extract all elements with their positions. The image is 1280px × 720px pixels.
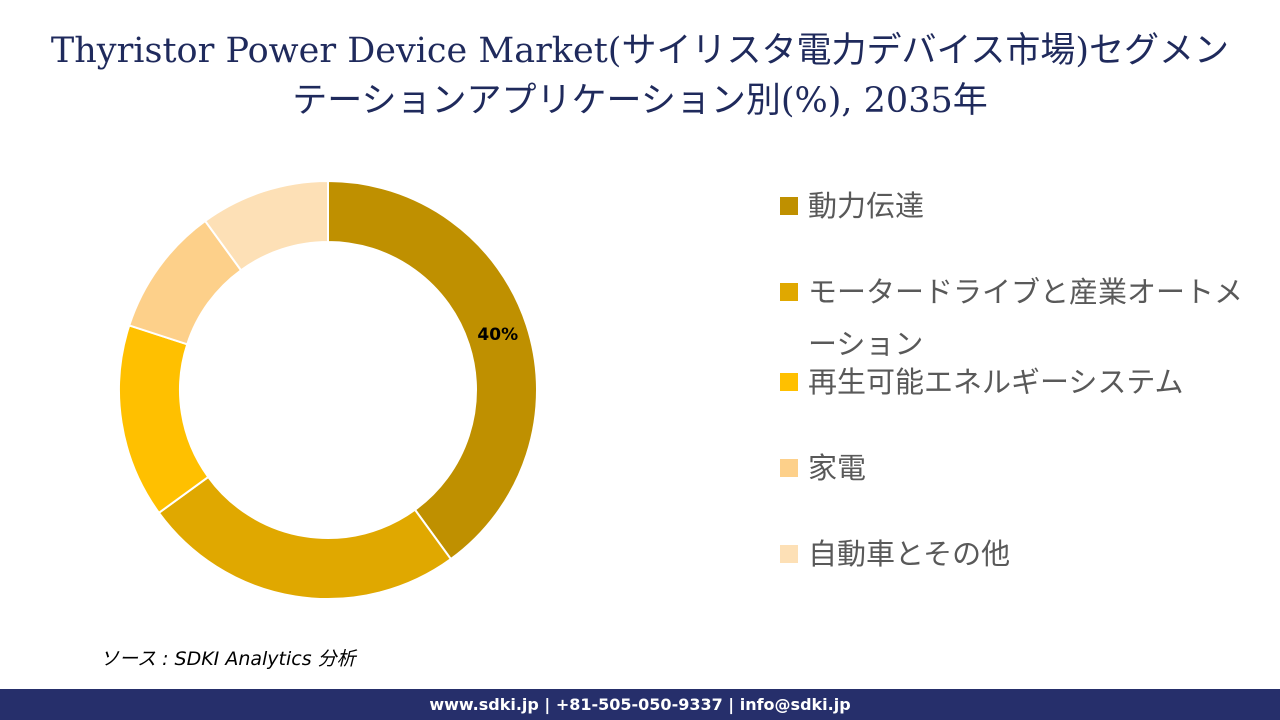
chart-title-line-1: Thyristor Power Device Market(サイリスタ電力デバイ… (50, 31, 1230, 71)
legend-label-automotive-other: 自動車とその他 (808, 537, 1011, 571)
chart-legend: 動力伝達 モータードライブと産業オートメーション 再生可能エネルギーシステム 家… (780, 180, 1270, 614)
legend-item-power-transmission: 動力伝達 (780, 180, 1270, 232)
legend-item-consumer-electronics: 家電 (780, 442, 1270, 494)
chart-title-line-2: テーションアプリケーション別(%), 2035年 (292, 81, 988, 121)
legend-swatch-motor-drives (780, 283, 798, 301)
donut-slice-renewable-energy (118, 324, 210, 515)
chart-title: Thyristor Power Device Market(サイリスタ電力デバイ… (40, 26, 1240, 126)
donut-slice-motor-drives (157, 475, 453, 600)
legend-label-motor-drives: モータードライブと産業オートメーション (808, 275, 1244, 361)
legend-item-automotive-other: 自動車とその他 (780, 528, 1270, 580)
legend-label-power-transmission: 動力伝達 (808, 189, 925, 223)
donut-slice-power-transmission (327, 179, 538, 561)
legend-label-renewable-energy: 再生可能エネルギーシステム (808, 365, 1184, 399)
legend-swatch-consumer-electronics (780, 459, 798, 477)
legend-swatch-renewable-energy (780, 373, 798, 391)
footer-contact-bar: www.sdki.jp | +81-505-050-9337 | info@sd… (0, 689, 1280, 720)
source-note: ソース : SDKI Analytics 分析 (100, 648, 356, 670)
legend-swatch-automotive-other (780, 545, 798, 563)
donut-slice-automotive-other (203, 179, 329, 272)
donut-chart: 40% (118, 179, 538, 600)
legend-item-motor-drives: モータードライブと産業オートメーション (780, 266, 1270, 370)
legend-label-consumer-electronics: 家電 (808, 451, 867, 485)
legend-item-renewable-energy: 再生可能エネルギーシステム (780, 356, 1270, 408)
legend-swatch-power-transmission (780, 197, 798, 215)
data-label-power-transmission: 40% (477, 325, 518, 345)
